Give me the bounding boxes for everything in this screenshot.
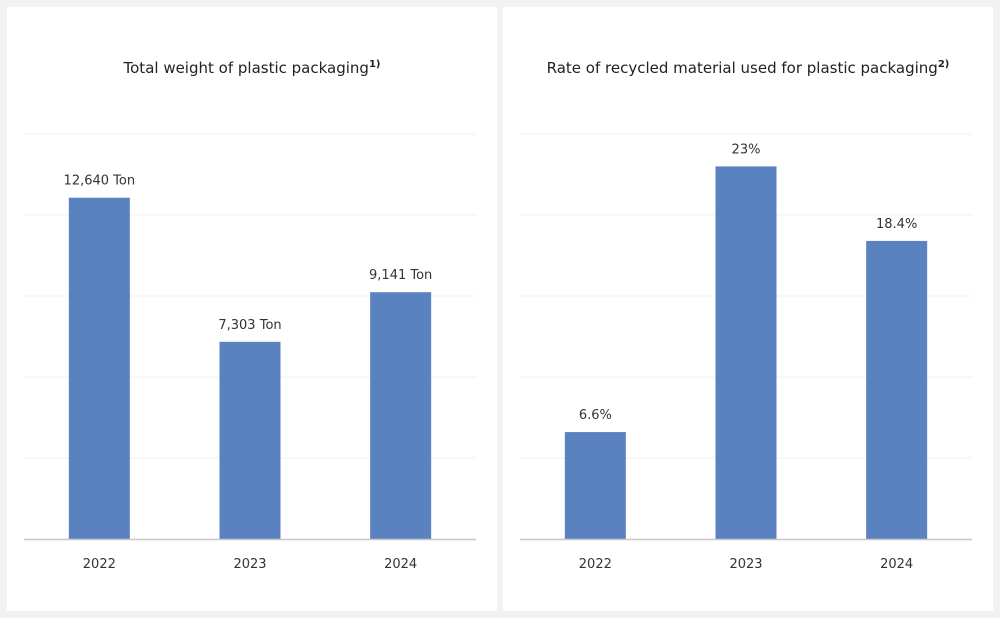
footnote-marker: 2) [937,59,950,70]
bar-chart-plastic-weight: 12,640 Ton 2022 7,303 Ton 2023 9,141 Ton 2024 [24,133,476,572]
x-tick-label: 2022 [579,557,612,572]
chart-panel-recycled-rate: Rate of recycled material used for plast… [503,7,993,611]
chart-title-text: Rate of recycled material used for plast… [546,59,938,77]
chart-title: Rate of recycled material used for plast… [503,59,993,77]
chart-title: Total weight of plastic packaging1) [7,59,497,77]
x-tick-label: 2023 [729,557,762,572]
data-label: 9,141 Ton [369,268,432,283]
bar-2022 [564,432,626,539]
data-label: 6.6% [579,408,612,423]
data-label: 7,303 Ton [218,318,281,333]
chart-panel-plastic-weight: Total weight of plastic packaging1) 12,6… [7,7,497,611]
bar-2022 [68,197,130,539]
x-tick-label: 2022 [83,557,116,572]
x-tick-label: 2024 [880,557,913,572]
footnote-marker: 1) [368,59,381,70]
data-label: 18.4% [876,217,917,232]
bar-2023 [715,166,777,539]
x-tick-label: 2024 [384,557,417,572]
bar-2023 [219,341,281,539]
chart-title-text: Total weight of plastic packaging [123,59,369,77]
bar-2024 [370,292,432,539]
data-label: 12,640 Ton [64,174,136,189]
data-label: 23% [732,142,761,157]
x-tick-label: 2023 [233,557,266,572]
bar-2024 [866,240,928,540]
bar-chart-recycled-rate: 6.6% 2022 23% 2023 18.4% 2024 [520,133,972,572]
